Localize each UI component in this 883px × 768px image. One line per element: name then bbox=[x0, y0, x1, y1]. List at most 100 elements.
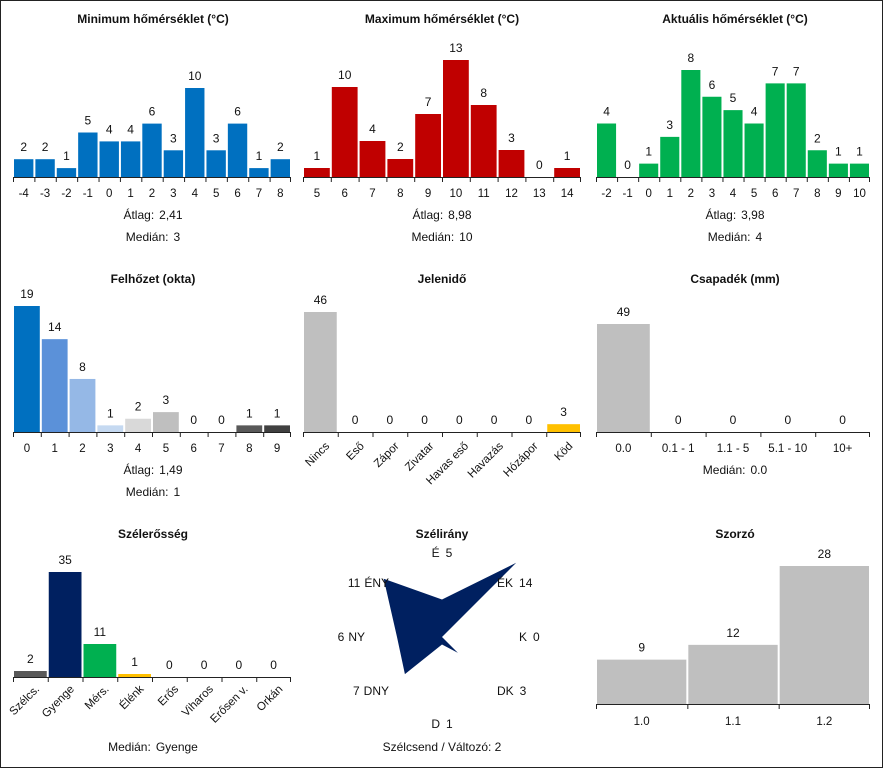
wind-strength-bar bbox=[118, 674, 151, 677]
max-temp-category-label: 6 bbox=[341, 188, 347, 200]
cur-temp-bar bbox=[744, 123, 764, 177]
cloud-stat-label: Átlag: bbox=[123, 462, 154, 477]
cloud-stat: Medián: 1 bbox=[126, 485, 181, 499]
wind-calm-footer: Szélcsend / Változó: 2 bbox=[383, 740, 502, 754]
min-temp-value-label: 3 bbox=[213, 131, 220, 145]
wind-direction-part: DNY bbox=[364, 684, 389, 698]
wind-direction-part: NY bbox=[348, 630, 365, 644]
precip-bar bbox=[597, 324, 650, 432]
cur-temp-value-label: 0 bbox=[624, 158, 631, 172]
max-temp-stat-label: Átlag: bbox=[412, 207, 443, 222]
wind-direction-part: K bbox=[519, 630, 527, 644]
cloud-value-label: 1 bbox=[107, 406, 114, 420]
min-temp-bar bbox=[185, 88, 205, 177]
wind-direction-label: DK 3 bbox=[497, 684, 527, 698]
min-temp-value-label: 10 bbox=[188, 69, 202, 83]
wind-direction-label: ÉK 14 bbox=[497, 575, 533, 590]
max-temp-title: Maximum hőmérséklet (°C) bbox=[365, 12, 519, 26]
cloud-value-label: 19 bbox=[20, 287, 34, 301]
wind-strength-value-label: 0 bbox=[236, 658, 243, 672]
cur-temp-value-label: 7 bbox=[793, 64, 800, 78]
wind-direction-label: 11 ÉNY bbox=[348, 575, 389, 590]
min-temp-value-label: 6 bbox=[234, 105, 241, 119]
cloud-bar bbox=[264, 425, 290, 432]
wind-strength-bar bbox=[83, 644, 117, 677]
cloud-category-label: 2 bbox=[79, 443, 85, 455]
cur-temp-category-label: 5 bbox=[751, 188, 757, 200]
precip-value-label: 0 bbox=[784, 413, 791, 427]
max-temp-bar bbox=[470, 105, 497, 177]
wind-direction-part: 6 bbox=[338, 630, 345, 644]
max-temp-category-label: 5 bbox=[314, 188, 320, 200]
cloud-value-label: 1 bbox=[274, 406, 281, 420]
max-temp-category-label: 13 bbox=[533, 188, 546, 200]
max-temp-stat-value: 10 bbox=[459, 230, 473, 244]
min-temp-category-label: 7 bbox=[256, 188, 262, 200]
max-temp-bar bbox=[554, 168, 580, 177]
cloud-category-label: 6 bbox=[190, 443, 196, 455]
max-temp-category-label: 9 bbox=[425, 188, 431, 200]
precip-category-label: 10+ bbox=[833, 443, 853, 455]
wind-strength-value-label: 11 bbox=[94, 625, 107, 639]
min-temp-category-label: 6 bbox=[234, 188, 240, 200]
cur-temp-category-label: 4 bbox=[730, 188, 737, 200]
cloud-value-label: 0 bbox=[190, 413, 197, 427]
wind-direction-part: 3 bbox=[520, 684, 527, 698]
max-temp-stat: Átlag: 8,98 bbox=[412, 207, 471, 222]
min-temp-stat: Medián: 3 bbox=[126, 230, 181, 244]
cur-temp-stat: Medián: 4 bbox=[708, 230, 763, 244]
wind-direction-part: É bbox=[432, 545, 440, 560]
max-temp-value-label: 1 bbox=[564, 149, 571, 163]
max-temp-bar bbox=[415, 114, 441, 177]
cur-temp-category-label: 6 bbox=[772, 188, 778, 200]
cur-temp-value-label: 4 bbox=[751, 105, 758, 119]
min-temp-value-label: 2 bbox=[277, 140, 284, 154]
cur-temp-bar bbox=[597, 123, 617, 177]
wind-direction-part: 0 bbox=[533, 630, 540, 644]
cloud-category-label: 5 bbox=[163, 443, 169, 455]
min-temp-stat-label: Átlag: bbox=[123, 207, 154, 222]
multiplier-category-label: 1.2 bbox=[816, 716, 832, 728]
cloud-stat-label: Medián: bbox=[126, 485, 169, 499]
max-temp-stat: Medián: 10 bbox=[411, 230, 472, 244]
wind-strength-value-label: 35 bbox=[58, 553, 72, 567]
wind-strength-value-label: 2 bbox=[27, 652, 34, 666]
cloud-stat-value: 1 bbox=[174, 485, 181, 499]
wind-strength-value-label: 0 bbox=[201, 658, 208, 672]
max-temp-value-label: 3 bbox=[508, 131, 515, 145]
weather-bar bbox=[304, 312, 337, 432]
cur-temp-value-label: 4 bbox=[603, 105, 610, 119]
cloud-bar bbox=[236, 425, 263, 432]
min-temp-bar bbox=[120, 141, 141, 177]
min-temp-bar bbox=[78, 132, 98, 177]
multiplier-value-label: 9 bbox=[638, 641, 645, 655]
min-temp-category-label: 4 bbox=[192, 188, 199, 200]
wind-strength-stat-value: Gyenge bbox=[156, 740, 198, 754]
cur-temp-category-label: 7 bbox=[793, 188, 799, 200]
max-temp-value-label: 13 bbox=[449, 41, 463, 55]
cur-temp-category-label: 2 bbox=[688, 188, 694, 200]
cloud-value-label: 8 bbox=[79, 360, 86, 374]
multiplier-category-label: 1.1 bbox=[725, 716, 741, 728]
cur-temp-value-label: 7 bbox=[772, 64, 779, 78]
cur-temp-bar bbox=[723, 110, 743, 177]
wind-direction-part: 14 bbox=[519, 576, 533, 590]
cloud-bar bbox=[125, 418, 151, 432]
cur-temp-bar bbox=[786, 83, 806, 177]
multiplier-bar bbox=[779, 566, 869, 704]
cur-temp-bar bbox=[828, 163, 848, 177]
cloud-title: Felhőzet (okta) bbox=[111, 272, 196, 286]
min-temp-value-label: 1 bbox=[256, 149, 263, 163]
min-temp-bar bbox=[270, 159, 290, 177]
cloud-value-label: 2 bbox=[135, 400, 142, 414]
precip-stat-label: Medián: bbox=[703, 463, 746, 477]
min-temp-category-label: 0 bbox=[106, 188, 112, 200]
cur-temp-bar bbox=[765, 83, 785, 177]
